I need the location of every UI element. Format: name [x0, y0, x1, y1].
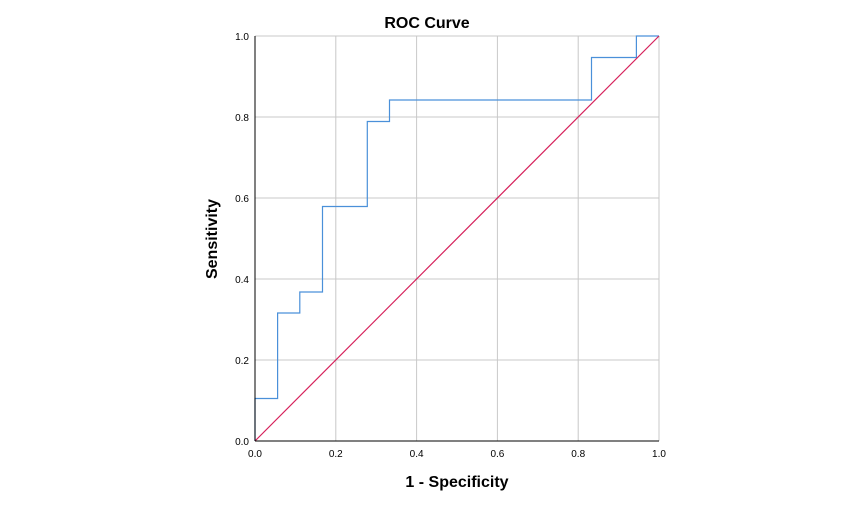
y-tick-label: 1.0: [235, 32, 249, 43]
x-tick-label: 0.6: [490, 449, 504, 460]
x-tick-label: 0.4: [410, 449, 424, 460]
y-tick-label: 0.8: [235, 113, 249, 124]
grid: [254, 35, 660, 442]
x-tick-label: 0.0: [248, 449, 262, 460]
y-tick-label: 0.2: [235, 356, 249, 367]
x-tick-label: 0.2: [329, 449, 343, 460]
y-axis-label: Sensitivity: [204, 199, 221, 279]
plot-area: [254, 35, 660, 442]
x-tick-label: 1.0: [652, 449, 666, 460]
axes: [254, 36, 659, 442]
y-tick-label: 0.0: [235, 437, 249, 448]
x-axis-label: 1 - Specificity: [405, 474, 508, 491]
y-tick-label: 0.6: [235, 194, 249, 205]
x-tick-label: 0.8: [571, 449, 585, 460]
y-tick-label: 0.4: [235, 275, 249, 286]
chart-title: ROC Curve: [384, 15, 469, 32]
roc-curve-line: [254, 35, 659, 441]
reference-line: [254, 35, 660, 442]
tick-labels: 0.0 0.2 0.4 0.6 0.8 1.0 0.0 0.2 0.4 0.6 0.8 1.0: [235, 32, 666, 460]
